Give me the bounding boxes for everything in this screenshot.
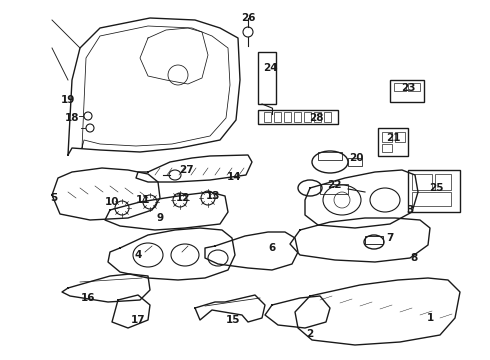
Bar: [314, 112, 321, 122]
Bar: [435, 174, 451, 190]
Text: 10: 10: [105, 197, 119, 207]
Bar: [382, 132, 392, 142]
Text: 23: 23: [401, 83, 415, 93]
Text: 5: 5: [50, 193, 58, 203]
Text: 21: 21: [386, 133, 400, 143]
Text: 2: 2: [306, 329, 314, 339]
Bar: [284, 112, 291, 122]
Text: 8: 8: [411, 253, 417, 263]
Text: 13: 13: [206, 191, 220, 201]
Bar: [324, 112, 331, 122]
Text: 22: 22: [327, 180, 341, 190]
Bar: [304, 112, 311, 122]
Text: 14: 14: [227, 172, 241, 182]
Bar: [382, 144, 392, 152]
Text: 20: 20: [349, 153, 363, 163]
Bar: [365, 236, 383, 244]
Text: 19: 19: [61, 95, 75, 105]
Bar: [390, 80, 424, 102]
Text: 24: 24: [263, 63, 277, 73]
Text: 28: 28: [309, 113, 323, 123]
Bar: [412, 192, 451, 206]
Text: 6: 6: [269, 243, 275, 253]
Text: 15: 15: [226, 315, 240, 325]
Text: 25: 25: [429, 183, 443, 193]
Bar: [294, 112, 301, 122]
Bar: [394, 83, 406, 91]
Bar: [408, 170, 460, 212]
Text: 18: 18: [65, 113, 79, 123]
Text: 27: 27: [179, 165, 194, 175]
Text: 12: 12: [176, 193, 190, 203]
Bar: [348, 158, 362, 166]
Bar: [395, 132, 405, 142]
Bar: [258, 110, 338, 124]
Bar: [320, 184, 348, 194]
Text: 3: 3: [406, 205, 414, 215]
Bar: [258, 52, 276, 104]
Bar: [408, 83, 420, 91]
Text: 26: 26: [241, 13, 255, 23]
Bar: [378, 128, 408, 156]
Text: 9: 9: [156, 213, 164, 223]
Text: 1: 1: [426, 313, 434, 323]
Bar: [274, 112, 281, 122]
Bar: [318, 152, 342, 160]
Text: 17: 17: [131, 315, 146, 325]
Bar: [412, 174, 432, 190]
Text: 16: 16: [81, 293, 95, 303]
Text: 11: 11: [136, 195, 150, 205]
Text: 4: 4: [134, 250, 142, 260]
Bar: [264, 112, 271, 122]
Text: 7: 7: [386, 233, 393, 243]
